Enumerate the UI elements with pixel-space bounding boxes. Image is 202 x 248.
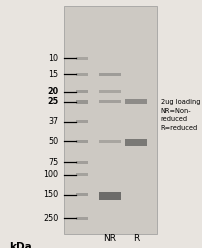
Text: 50: 50 bbox=[48, 137, 59, 146]
Text: 75: 75 bbox=[48, 158, 59, 167]
Text: 25: 25 bbox=[47, 97, 59, 106]
Bar bbox=[99, 73, 121, 76]
Text: 10: 10 bbox=[48, 54, 59, 63]
Bar bbox=[99, 100, 121, 103]
Bar bbox=[64, 6, 157, 234]
Text: NR: NR bbox=[104, 234, 117, 243]
Text: 20: 20 bbox=[47, 87, 59, 96]
Bar bbox=[76, 73, 88, 76]
Bar bbox=[125, 139, 147, 146]
Bar bbox=[99, 90, 121, 93]
Bar bbox=[76, 173, 88, 176]
Bar bbox=[125, 99, 147, 104]
Text: 150: 150 bbox=[43, 190, 59, 199]
Bar bbox=[76, 161, 88, 164]
Bar bbox=[76, 140, 88, 143]
Bar bbox=[76, 217, 88, 220]
Bar bbox=[76, 57, 88, 60]
Bar bbox=[99, 140, 121, 143]
Text: 100: 100 bbox=[44, 170, 59, 179]
Bar bbox=[99, 192, 121, 200]
Text: 2ug loading
NR=Non-
reduced
R=reduced: 2ug loading NR=Non- reduced R=reduced bbox=[161, 99, 200, 131]
Bar bbox=[76, 193, 88, 196]
Bar bbox=[76, 90, 88, 93]
Text: 250: 250 bbox=[43, 214, 59, 223]
Text: 37: 37 bbox=[48, 117, 59, 126]
Bar bbox=[76, 100, 88, 104]
Text: kDa: kDa bbox=[9, 242, 32, 248]
Bar bbox=[76, 120, 88, 123]
Text: R: R bbox=[133, 234, 139, 243]
Text: 15: 15 bbox=[48, 70, 59, 79]
